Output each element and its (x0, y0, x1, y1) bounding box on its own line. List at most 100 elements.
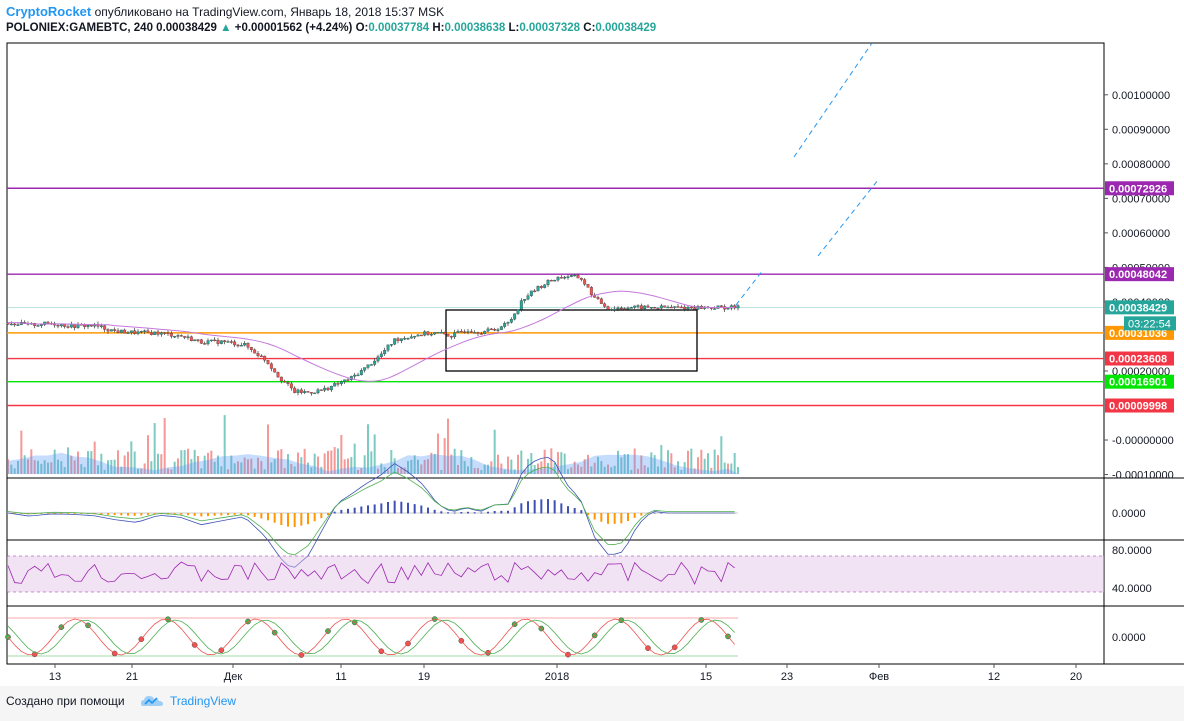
volume-ma-area (8, 452, 738, 474)
volume-bar (640, 455, 643, 474)
macd-histogram-bar (520, 503, 523, 514)
candle-body (393, 338, 397, 345)
candle-body (503, 323, 507, 327)
candle-body (619, 307, 623, 310)
volume-bar (523, 469, 526, 474)
close-value: 0.00038429 (595, 22, 657, 34)
level-price-tag (1105, 351, 1174, 366)
candle-body (126, 332, 130, 334)
volume-bar (730, 463, 733, 474)
rsi-line (7, 561, 735, 585)
macd-histogram-bar (187, 513, 189, 516)
consolidation-rectangle[interactable] (445, 309, 698, 372)
candle-body (526, 295, 530, 300)
candle-body (309, 392, 313, 394)
candle-body (583, 279, 587, 285)
macd-histogram-bar (287, 513, 289, 527)
candle-body (559, 277, 563, 279)
level-price-text: 0.00016901 (1109, 377, 1167, 389)
volume-bar (420, 464, 423, 474)
volume-bar (467, 466, 469, 474)
volume-bar (447, 418, 449, 474)
candle-body (596, 297, 600, 299)
candle-body (576, 274, 580, 279)
y-tick-label: 0.00060000 (1112, 228, 1170, 240)
projection-line-1[interactable] (735, 269, 764, 306)
volume-bar (643, 465, 646, 474)
volume-bar (503, 469, 506, 474)
volume-bar (737, 467, 739, 474)
candle-body (353, 374, 357, 377)
volume-bar (453, 448, 456, 474)
macd-histogram-bar (560, 503, 563, 514)
price-axis[interactable]: 0.00100000 0.00090000 0.00080000 0.00070000… (1104, 90, 1176, 644)
macd-histogram-bar (100, 513, 103, 515)
candle-body (56, 324, 60, 327)
level-price-text: 0.00048042 (1109, 269, 1167, 281)
volume-bar (427, 459, 429, 474)
high-label: H: (432, 22, 445, 34)
macd-histogram-bar (213, 513, 216, 516)
volume-bar (683, 462, 686, 474)
candle-body (216, 339, 220, 344)
author-name[interactable]: CryptoRocket (6, 4, 92, 19)
candle-body (446, 333, 450, 337)
volume-bar (430, 452, 433, 474)
candle-body (489, 328, 493, 331)
projection-line-3[interactable] (793, 42, 873, 158)
candle-body (319, 389, 323, 391)
candle-body (499, 326, 503, 330)
tradingview-link[interactable]: TradingView (170, 694, 237, 708)
volume-bar (703, 458, 706, 474)
candle-body (589, 287, 593, 296)
volume-bar (373, 434, 376, 474)
candle-body (579, 277, 583, 280)
volume-bar (707, 453, 709, 474)
candle-body (313, 392, 317, 395)
candle-body (196, 339, 200, 341)
volume-bar (387, 469, 389, 474)
volume-bar (173, 461, 176, 474)
volume-bar (93, 441, 96, 474)
macd-histogram-bar (107, 513, 109, 515)
low-value: 0.00037328 (519, 22, 581, 34)
macd-histogram-bar (273, 513, 276, 523)
time-axis[interactable]: 13 21 Дек 11 19 2018 15 23 Фев 12 20 (49, 664, 1082, 683)
macd-histogram-bar (387, 501, 389, 514)
volume-bar (610, 467, 613, 474)
volume-bar (297, 452, 299, 474)
macd-histogram-bar (113, 513, 116, 516)
low-label: L: (508, 22, 520, 34)
chart-drawings[interactable] (445, 42, 879, 372)
x-tick-label: 12 (988, 671, 1000, 683)
macd-histogram-bar (200, 513, 203, 517)
candle-body (233, 341, 237, 346)
volume-bar (40, 463, 43, 474)
macd-histogram-bar (67, 513, 69, 514)
candle-body (663, 305, 667, 308)
tradingview-cloud-icon[interactable] (140, 693, 164, 709)
volume-bar (337, 448, 339, 474)
volume-bar (563, 453, 566, 474)
volume-bar (150, 461, 153, 474)
horizontal-levels[interactable] (7, 187, 1104, 407)
projection-line-2[interactable] (817, 179, 879, 257)
candle-body (113, 329, 117, 331)
candle-body (33, 323, 37, 326)
volume-bar (80, 464, 83, 474)
volume-bar (633, 448, 636, 474)
x-tick-label: 15 (700, 671, 712, 683)
volume-bar (677, 461, 679, 474)
candle-body (626, 307, 630, 310)
candle-body (169, 333, 173, 337)
candle-body (566, 276, 570, 278)
y-tick-label: 0.00070000 (1112, 193, 1170, 205)
price-chart[interactable]: 0.00100000 0.00090000 0.00080000 0.00070000… (0, 0, 1184, 686)
volume-bar (470, 457, 473, 474)
volume-bar (287, 454, 289, 474)
level-price-tag (1105, 267, 1174, 282)
macd-histogram-bar (207, 513, 209, 517)
macd-histogram-bar (633, 513, 636, 518)
macd-histogram-bar (587, 513, 589, 516)
candle-body (459, 331, 463, 333)
